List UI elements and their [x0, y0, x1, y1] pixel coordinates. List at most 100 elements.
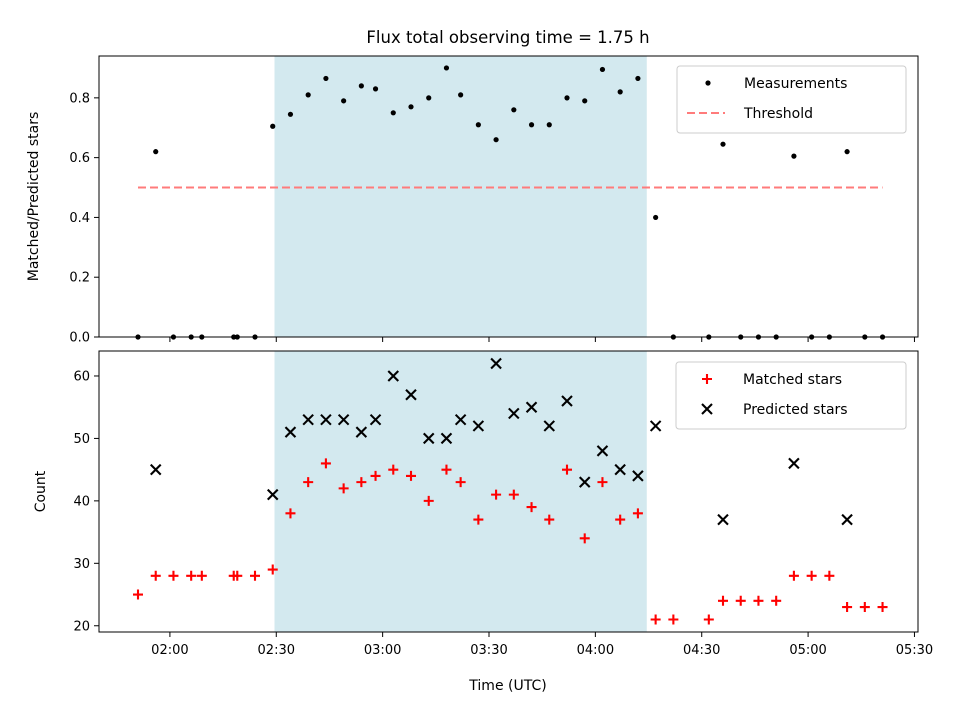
legend: Matched stars Predicted stars — [675, 361, 907, 430]
observing-window-shade — [274, 56, 647, 337]
data-point — [561, 395, 573, 407]
data-point — [632, 508, 643, 519]
data-point — [508, 489, 519, 500]
x-tick-label: 02:00 — [151, 643, 188, 658]
legend: Measurements Threshold — [676, 65, 907, 134]
data-point — [824, 570, 835, 581]
data-point — [491, 489, 502, 500]
legend-label: Threshold — [743, 106, 813, 122]
data-point — [615, 514, 626, 525]
data-point — [544, 514, 555, 525]
data-point — [475, 122, 481, 128]
data-point — [358, 83, 364, 89]
data-point — [720, 141, 726, 147]
legend-marker — [701, 403, 713, 415]
legend-label: Matched stars — [743, 372, 842, 388]
data-point — [788, 457, 800, 470]
data-point — [370, 470, 381, 481]
data-point — [150, 570, 161, 581]
data-point — [632, 470, 644, 482]
y-tick-label: 60 — [73, 369, 90, 384]
data-point — [323, 75, 329, 82]
top-panel: 0.0 0.2 0.4 0.6 0.8 Matched/Predicted stars Me… — [26, 55, 919, 346]
data-point — [578, 476, 591, 488]
data-point — [168, 570, 179, 581]
data-point — [842, 602, 853, 613]
data-point — [788, 570, 799, 581]
y-tick-label: 50 — [73, 432, 90, 447]
data-point — [372, 86, 379, 92]
legend-box — [675, 361, 907, 430]
data-point — [599, 66, 606, 73]
data-point — [703, 614, 714, 625]
data-point — [859, 602, 870, 613]
data-point — [596, 445, 609, 457]
data-point — [454, 413, 467, 426]
data-point — [653, 214, 659, 221]
data-point — [508, 407, 520, 420]
data-point — [771, 595, 782, 606]
data-point — [186, 570, 197, 581]
data-point — [422, 432, 435, 445]
data-point — [455, 477, 466, 488]
legend-marker — [702, 374, 712, 384]
legend-marker — [705, 80, 711, 86]
data-point — [635, 75, 641, 82]
data-point — [841, 513, 853, 526]
data-point — [526, 502, 537, 513]
y-tick-label: 0.8 — [69, 91, 90, 106]
data-point — [443, 65, 450, 71]
y-tick-label: 30 — [73, 557, 90, 572]
data-point — [320, 458, 331, 469]
data-point — [617, 89, 623, 95]
data-point — [562, 464, 572, 475]
data-point — [337, 413, 350, 426]
data-point — [287, 111, 294, 117]
data-point — [543, 420, 556, 432]
x-tick-label: 03:30 — [470, 643, 507, 658]
observing-window-shade — [274, 351, 647, 632]
data-point — [341, 98, 347, 104]
y-tick-label: 0.2 — [69, 271, 90, 286]
data-point — [528, 122, 535, 128]
data-point — [387, 370, 400, 382]
axes-frame — [98, 55, 919, 338]
y-tick-label: 20 — [73, 619, 90, 634]
series-predicted-stars — [149, 357, 853, 526]
data-point — [806, 570, 817, 581]
series-matched-stars — [133, 458, 888, 625]
legend-label: Predicted stars — [743, 402, 848, 418]
data-point — [440, 432, 453, 445]
chart-title: Flux total observing time = 1.75 h — [366, 28, 649, 47]
x-tick-label: 03:00 — [364, 643, 401, 658]
y-axis-label: Count — [33, 470, 49, 512]
data-point — [582, 98, 588, 104]
data-point — [490, 357, 502, 370]
data-point — [408, 104, 414, 110]
x-axis-label: Time (UTC) — [468, 678, 546, 694]
legend-box — [676, 65, 907, 134]
data-point — [511, 107, 517, 113]
data-point — [284, 426, 297, 438]
data-point — [390, 110, 396, 116]
legend-label: Measurements — [744, 76, 847, 92]
data-point — [597, 477, 608, 488]
x-tick-label: 02:30 — [258, 643, 295, 658]
data-point — [149, 463, 162, 476]
axes-frame — [98, 350, 919, 633]
data-point — [877, 602, 888, 613]
data-point — [650, 614, 661, 625]
data-point — [546, 122, 552, 128]
data-point — [791, 153, 797, 159]
data-point — [668, 614, 679, 625]
data-point — [302, 413, 314, 426]
data-point — [388, 464, 399, 475]
data-point — [196, 570, 207, 581]
x-tick-label: 05:00 — [789, 643, 826, 658]
data-point — [579, 533, 590, 544]
data-point — [355, 426, 368, 438]
data-point — [441, 464, 452, 475]
data-point — [423, 495, 434, 506]
data-point — [270, 123, 276, 129]
